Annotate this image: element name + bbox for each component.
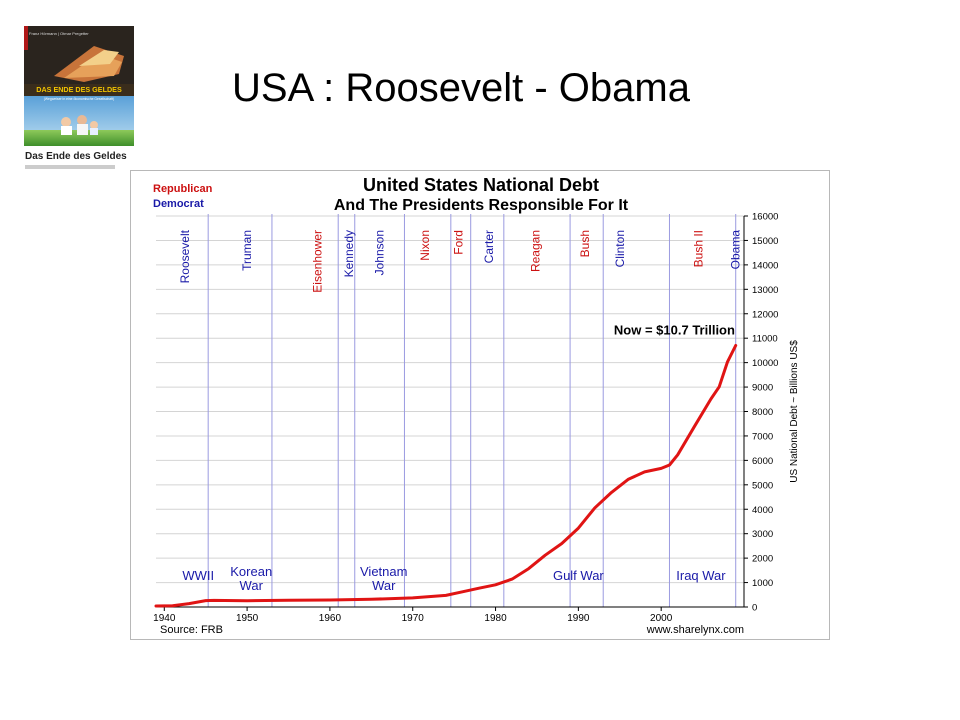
slide-title: USA : Roosevelt - Obama xyxy=(232,66,690,110)
war-label-1-line-0: Korean xyxy=(230,564,272,579)
president-label-kennedy: Kennedy xyxy=(342,230,356,277)
y-tick-label-7: 7000 xyxy=(752,431,773,442)
y-tick-label-11: 11000 xyxy=(752,334,778,345)
president-label-bush-ii: Bush II xyxy=(691,230,705,267)
x-tick-label-3: 1970 xyxy=(402,613,425,624)
y-tick-label-10: 10000 xyxy=(752,358,778,369)
y-tick-label-8: 8000 xyxy=(752,407,773,418)
war-label-2-line-1: War xyxy=(372,578,396,593)
legend-republican: Republican xyxy=(153,183,213,195)
y-tick-label-3: 3000 xyxy=(752,529,773,540)
president-label-ford: Ford xyxy=(451,230,465,255)
president-label-roosevelt: Roosevelt xyxy=(178,229,192,283)
book-cover-art: Franz Hörmann | Otmar Pregetter DAS ENDE… xyxy=(24,26,134,172)
book-cover-image: Franz Hörmann | Otmar Pregetter DAS ENDE… xyxy=(24,26,134,172)
president-label-johnson: Johnson xyxy=(373,230,387,275)
y-tick-label-2: 2000 xyxy=(752,554,773,565)
y-tick-label-15: 15000 xyxy=(752,236,778,247)
president-label-clinton: Clinton xyxy=(613,230,627,267)
y-tick-label-4: 4000 xyxy=(752,505,773,516)
source-note: Source: FRB xyxy=(160,624,223,636)
president-label-reagan: Reagan xyxy=(528,230,542,272)
x-tick-label-0: 1940 xyxy=(153,613,176,624)
y-tick-label-1: 1000 xyxy=(752,578,773,589)
war-label-0-line-0: WWII xyxy=(182,568,214,583)
chart-frame xyxy=(130,170,830,640)
y-tick-label-9: 9000 xyxy=(752,383,773,394)
chart-title: United States National Debt xyxy=(363,175,599,195)
war-label-4-line-0: Iraq War xyxy=(676,568,726,583)
annotation-0: Now = $10.7 Trillion xyxy=(614,323,735,338)
president-label-truman: Truman xyxy=(240,230,254,271)
president-label-bush: Bush xyxy=(578,230,592,257)
debt-chart-svg: 0 1000 2000 3000 4000 5000 6000 7000 8000 9000 100… xyxy=(130,170,830,640)
x-tick-label-2: 1960 xyxy=(319,613,342,624)
war-label-3-line-0: Gulf War xyxy=(553,568,604,583)
y-tick-label-16: 16000 xyxy=(752,212,778,223)
y-axis-label: US National Debt ~ Billions US$ xyxy=(789,340,800,483)
y-tick-label-6: 6000 xyxy=(752,456,773,467)
y-tick-label-14: 14000 xyxy=(752,260,778,271)
war-label-2-line-0: Vietnam xyxy=(360,564,407,579)
cover-author-line: Franz Hörmann | Otmar Pregetter xyxy=(29,31,89,36)
president-label-nixon: Nixon xyxy=(418,230,432,261)
credit-note: www.sharelynx.com xyxy=(646,624,744,636)
chart-subtitle: And The Presidents Responsible For It xyxy=(334,197,629,214)
y-tick-label-0: 0 xyxy=(752,603,757,614)
president-label-obama: Obama xyxy=(729,230,743,270)
legend-democrat: Democrat xyxy=(153,198,204,210)
debt-chart: 0 1000 2000 3000 4000 5000 6000 7000 8000 9000 100… xyxy=(130,170,830,640)
x-tick-label-6: 2000 xyxy=(650,613,673,624)
debt-series-line xyxy=(154,344,738,608)
x-tick-label-4: 1980 xyxy=(484,613,507,624)
y-tick-label-12: 12000 xyxy=(752,309,778,320)
president-label-eisenhower: Eisenhower xyxy=(310,230,324,293)
x-tick-label-1: 1950 xyxy=(236,613,259,624)
president-label-carter: Carter xyxy=(482,230,496,263)
cover-caption: Das Ende des Geldes xyxy=(25,151,127,162)
cover-subtitle: (Wegweiser in eine ökonomische Gesellsch… xyxy=(44,97,114,101)
war-label-1-line-1: War xyxy=(240,578,264,593)
x-tick-label-5: 1990 xyxy=(567,613,590,624)
y-tick-label-13: 13000 xyxy=(752,285,778,296)
y-tick-label-5: 5000 xyxy=(752,480,773,491)
cover-title: DAS ENDE DES GELDES xyxy=(36,85,122,94)
